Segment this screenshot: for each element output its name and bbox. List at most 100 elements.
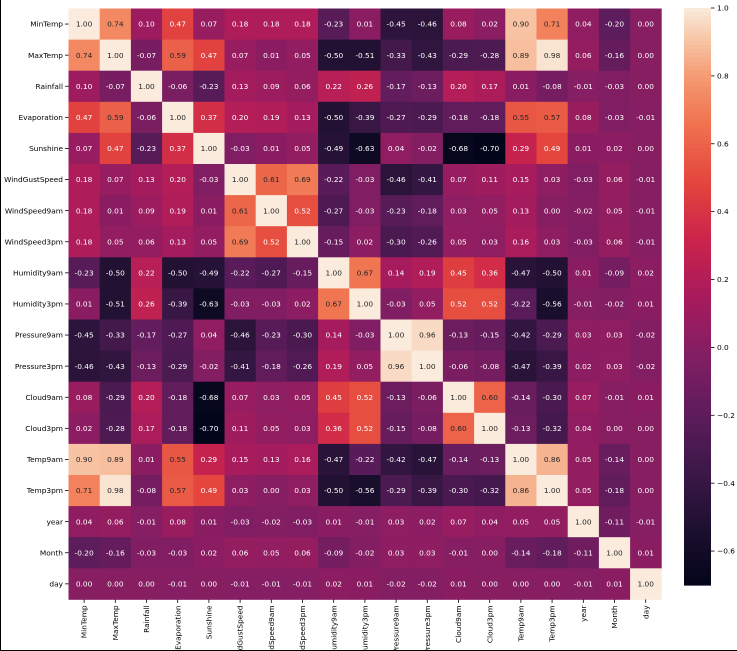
cell-value-label: -0.26 — [418, 237, 437, 246]
heatmap-cell — [99, 288, 132, 320]
colorbar-segment — [684, 82, 711, 87]
colorbar-segment — [684, 12, 711, 17]
heatmap-annotations: 1.00 0.74 0.10 0.47 0.07 0.18 0.18 0.18 -0.23 0.0… — [75, 20, 656, 589]
y-tick-label: year — [47, 517, 64, 526]
cell-value-label: 1.00 — [325, 268, 342, 277]
cell-value-label: 0.05 — [544, 517, 561, 526]
cell-value-label: -0.03 — [355, 206, 374, 215]
heatmap-cell — [630, 132, 662, 165]
heatmap-cell — [162, 164, 194, 196]
colorbar-segment — [684, 403, 711, 409]
heatmap-cell — [224, 195, 257, 227]
heatmap-cell — [380, 537, 413, 569]
heatmap-cell — [255, 195, 288, 227]
cell-value-label: 0.13 — [294, 113, 311, 122]
heatmap-cell — [255, 8, 288, 40]
cell-value-label: 0.02 — [201, 548, 217, 557]
cell-value-label: 0.60 — [481, 393, 498, 402]
cell-value-label: -0.17 — [387, 82, 406, 91]
heatmap-cell — [630, 288, 662, 320]
heatmap-cell — [598, 132, 631, 165]
heatmap-cell — [286, 475, 319, 507]
colorbar-segment — [684, 214, 711, 219]
cell-value-label: 0.01 — [263, 51, 280, 60]
colorbar-segment — [684, 280, 711, 285]
colorbar-segment — [684, 407, 711, 413]
heatmap-cell — [505, 412, 537, 445]
heatmap-cell — [224, 381, 257, 414]
colorbar-segment — [684, 65, 711, 71]
heatmap-cell — [380, 132, 413, 165]
heatmap-cell — [99, 164, 132, 196]
heatmap-cell — [318, 257, 350, 289]
cell-value-label: 0.26 — [357, 82, 374, 91]
cell-value-label: -0.08 — [480, 362, 499, 371]
cell-value-label: -0.03 — [355, 331, 374, 340]
heatmap-cell — [536, 350, 569, 383]
cell-value-label: -0.16 — [605, 51, 624, 60]
colorbar-segment — [684, 341, 711, 347]
heatmap-cell — [255, 381, 288, 414]
cell-value-label: -0.18 — [480, 113, 499, 122]
heatmap-cell — [380, 39, 413, 72]
cell-value-label: -0.26 — [293, 362, 312, 371]
x-tick-label: Cloud3pm — [485, 605, 494, 643]
cell-value-label: 0.16 — [294, 455, 311, 464]
colorbar-segment — [684, 247, 711, 252]
heatmap-cell — [567, 70, 600, 103]
cell-value-label: -0.63 — [199, 300, 218, 309]
y-tick-label: WindSpeed3pm — [5, 237, 63, 246]
heatmap-cell — [567, 39, 600, 72]
heatmap-cell — [224, 8, 257, 40]
colorbar-segment — [684, 453, 711, 458]
heatmap-cell — [255, 257, 288, 289]
cell-value-label: -0.03 — [355, 175, 374, 184]
cell-value-label: 0.47 — [76, 113, 93, 122]
colorbar-segment — [684, 24, 711, 30]
heatmap-cell — [567, 412, 600, 445]
heatmap-cell — [224, 350, 257, 383]
heatmap-cell — [442, 381, 475, 414]
heatmap-cell — [474, 39, 506, 72]
colorbar-segment — [684, 32, 711, 38]
cell-value-label: 0.18 — [294, 20, 311, 29]
heatmap-cell — [505, 350, 537, 383]
heatmap-cell — [536, 257, 569, 289]
colorbar-segment — [684, 432, 711, 438]
heatmap-cell — [162, 475, 194, 507]
cell-value-label: -0.01 — [262, 579, 281, 588]
x-tick-label: Pressure3pm — [423, 605, 432, 651]
heatmap-cell — [536, 164, 569, 196]
cell-value-label: 0.37 — [169, 144, 186, 153]
cell-value-label: 0.96 — [388, 362, 405, 371]
heatmap-cell — [536, 506, 569, 538]
heatmap-cell — [442, 506, 475, 538]
cell-value-label: 0.05 — [575, 455, 592, 464]
cell-value-label: 0.18 — [76, 206, 93, 215]
heatmap-cell — [130, 381, 163, 414]
cell-value-label: 0.45 — [325, 393, 342, 402]
heatmap-cell — [224, 319, 257, 351]
heatmap-cell — [380, 226, 413, 258]
colorbar-segment — [684, 308, 711, 314]
cell-value-label: 0.03 — [294, 486, 311, 495]
heatmap-cell — [224, 288, 257, 320]
cell-value-label: -0.42 — [387, 455, 406, 464]
cell-value-label: -0.47 — [511, 268, 530, 277]
colorbar-segment — [684, 144, 711, 149]
cell-value-label: 0.03 — [419, 548, 436, 557]
heatmap-cell — [349, 381, 381, 414]
cell-value-label: 0.01 — [263, 144, 280, 153]
heatmap-cell — [630, 537, 662, 569]
cell-value-label: -0.03 — [168, 548, 187, 557]
colorbar-segment — [684, 481, 711, 487]
heatmap-cell — [193, 568, 225, 600]
cell-value-label: 0.52 — [357, 424, 373, 433]
cell-value-label: -0.03 — [574, 237, 593, 246]
cell-value-label: 1.00 — [606, 548, 623, 557]
cell-value-label: 1.00 — [419, 362, 436, 371]
cell-value-label: -0.06 — [449, 362, 468, 371]
cell-value-label: 0.52 — [450, 300, 466, 309]
cell-value-label: 0.74 — [107, 20, 124, 29]
cell-value-label: 0.00 — [76, 579, 93, 588]
